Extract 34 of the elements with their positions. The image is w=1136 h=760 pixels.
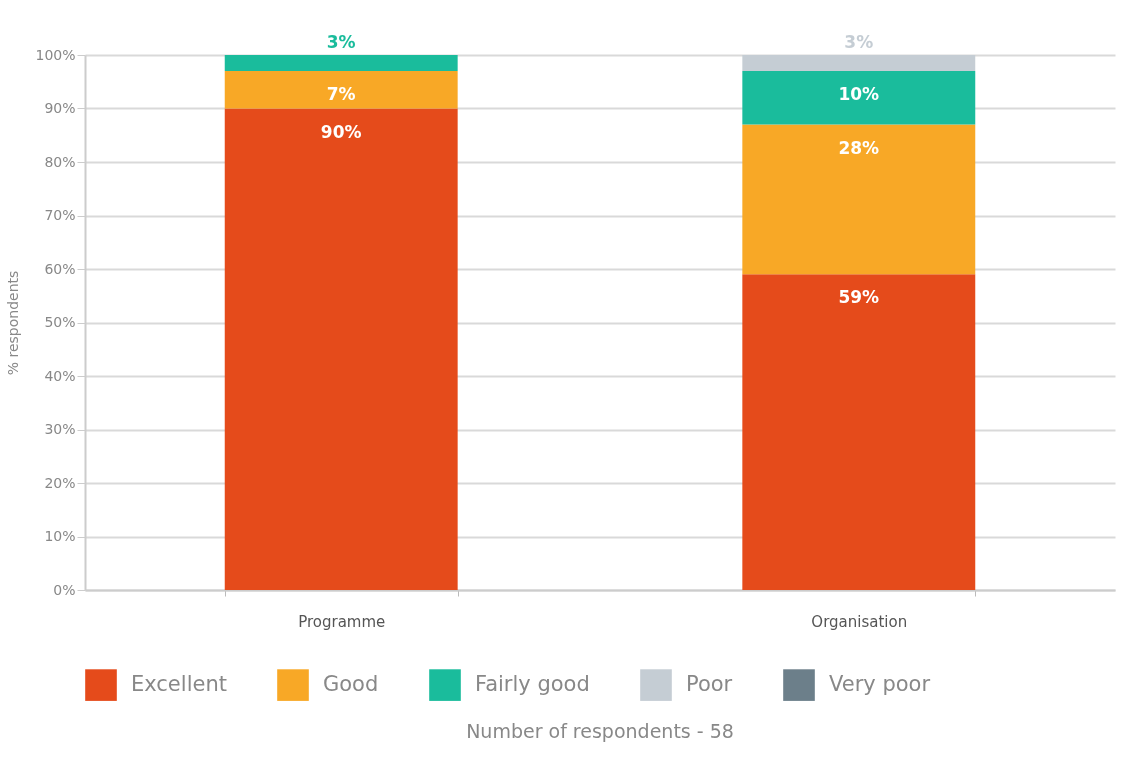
y-tick-label: 10% [44, 528, 76, 544]
y-tick-label: 90% [44, 100, 76, 116]
bar [224, 108, 458, 590]
y-tick-label: 0% [53, 581, 76, 598]
data-label: 28% [838, 137, 880, 158]
legend-label: Fairly good [475, 672, 590, 697]
bar [742, 274, 976, 590]
y-tick-label: 70% [44, 207, 76, 223]
bar [224, 55, 458, 72]
y-tick-label: 100% [35, 46, 76, 63]
text: Number of respondents - 58 [466, 720, 734, 742]
y-tick-label: 40% [44, 367, 76, 384]
data-label: 3% [326, 32, 356, 52]
legend-label: Good [323, 672, 379, 697]
y-tick-label: 20% [44, 474, 76, 491]
legend-label: Poor [686, 672, 733, 697]
data-label: 90% [320, 121, 362, 142]
bar [742, 55, 976, 72]
y-tick-label: 50% [44, 314, 76, 330]
y-tick-label: 60% [44, 260, 76, 277]
data-label: 7% [326, 84, 356, 105]
legend-label: Very poor [829, 672, 931, 697]
data-label: 59% [838, 287, 880, 308]
x-tick-label: Organisation [811, 612, 908, 631]
bar [224, 71, 458, 109]
y-tick-label: 80% [44, 153, 76, 170]
data-label: 3% [844, 32, 874, 52]
x-tick-label: Programme [298, 612, 386, 631]
bar [742, 71, 976, 125]
bar [742, 124, 976, 275]
data-label: 10% [838, 84, 880, 105]
y-tick-label: 30% [44, 421, 76, 437]
y-axis-title: % respondents [5, 270, 22, 376]
legend-label: Excellent [131, 672, 227, 697]
